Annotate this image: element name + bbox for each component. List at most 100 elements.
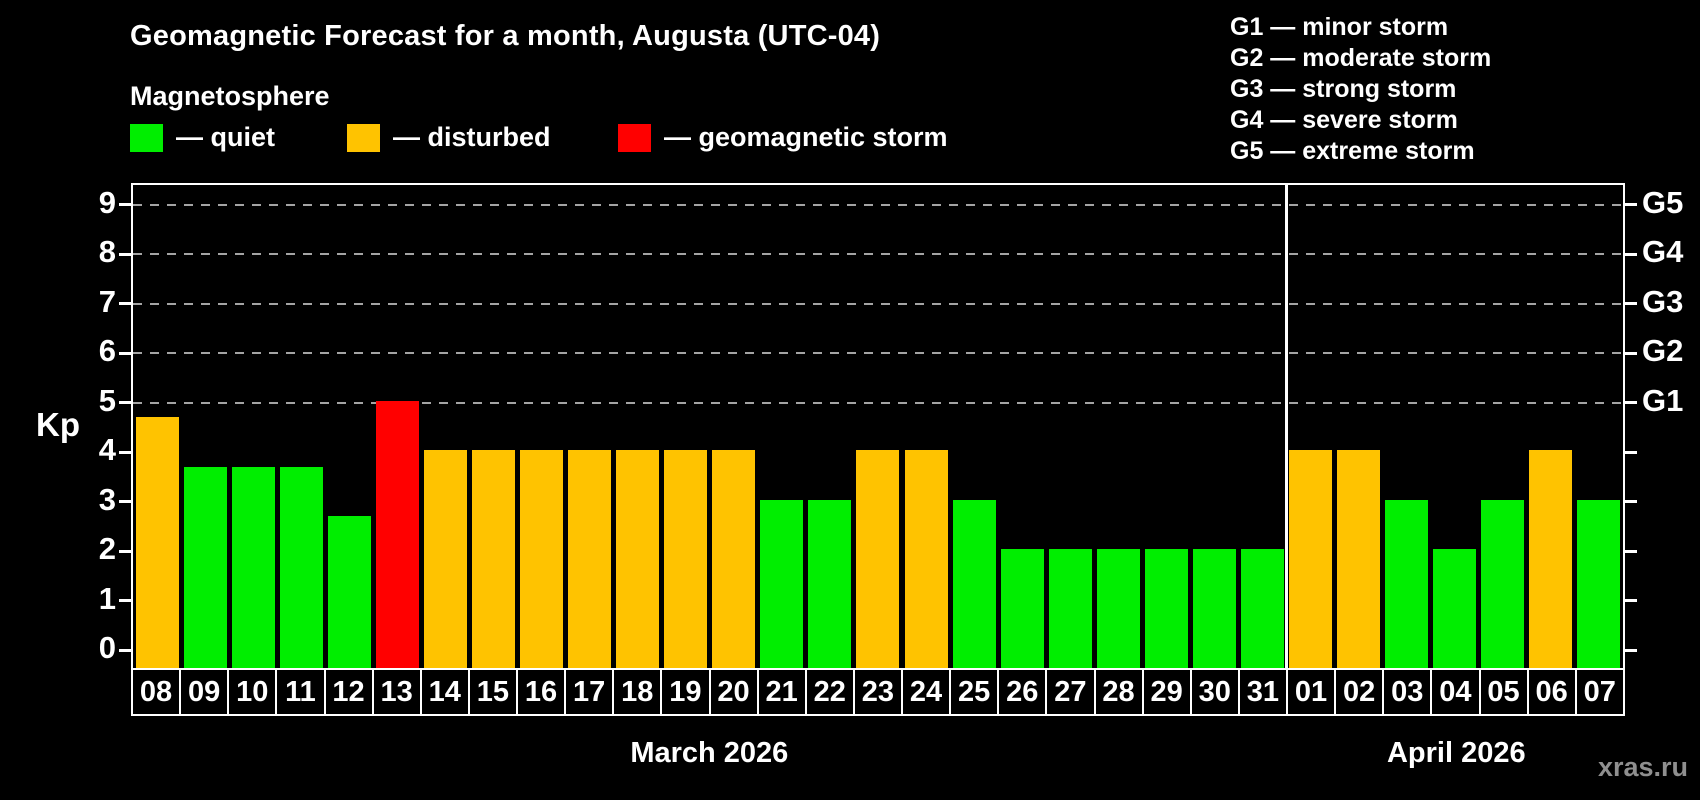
month-label-april: April 2026	[1386, 737, 1526, 769]
bar-slot-21	[758, 185, 806, 668]
kp-bar-20	[712, 450, 756, 668]
kp-bar-10	[231, 466, 275, 668]
bar-slot-13	[373, 185, 421, 668]
kp-bar-12	[327, 516, 371, 668]
kp-bar-31	[1240, 549, 1284, 668]
gridline-kp5	[133, 401, 1623, 404]
day-label-30: 30	[1189, 670, 1238, 714]
day-label-19: 19	[660, 670, 708, 714]
storm-color-swatch	[618, 123, 651, 152]
y-tick-label-9: 9	[98, 184, 116, 220]
y-axis-title: Kp	[36, 406, 80, 443]
kp-bar-14	[423, 450, 467, 668]
legend-item-quiet: — quiet	[130, 122, 275, 153]
right-axis-label-g2: G2	[1642, 333, 1684, 369]
day-label-17: 17	[564, 670, 612, 714]
bar-slot-11	[277, 185, 325, 668]
day-label-28: 28	[1093, 670, 1142, 714]
bar-slot-31	[1238, 185, 1286, 668]
storm-scale-line: G4 — severe storm	[1230, 106, 1458, 134]
bar-slot-03	[1383, 185, 1431, 668]
y-tick-label-7: 7	[98, 283, 116, 319]
day-label-10: 10	[227, 670, 275, 714]
y-tick-label-1: 1	[98, 580, 116, 616]
legend-item-disturbed: — disturbed	[347, 122, 551, 153]
watermark: xras.ru	[1597, 752, 1688, 782]
right-axis-tick-2	[1625, 549, 1637, 553]
day-label-08: 08	[139, 675, 173, 708]
right-axis-tick-1	[1625, 599, 1637, 603]
bar-slot-26	[998, 185, 1046, 668]
kp-bar-11	[279, 466, 323, 668]
bars-container	[133, 185, 1623, 668]
day-label-02: 02	[1334, 670, 1382, 714]
kp-bar-15	[471, 450, 515, 668]
bar-slot-30	[1190, 185, 1238, 668]
chart-subtitle: Magnetosphere	[130, 81, 330, 111]
day-label-14: 14	[419, 670, 468, 714]
right-axis-tick-5	[1625, 401, 1637, 405]
kp-bar-26	[1000, 549, 1044, 668]
y-tick-label-8: 8	[98, 234, 116, 270]
kp-bar-04	[1433, 549, 1477, 668]
day-label-25: 25	[949, 670, 997, 714]
bar-slot-04	[1431, 185, 1479, 668]
right-axis-tick-3	[1625, 500, 1637, 504]
kp-bar-02	[1337, 450, 1381, 668]
plot-area	[119, 183, 1637, 668]
left-axis-tick-8	[119, 252, 131, 256]
gridline-kp7	[133, 302, 1623, 305]
disturbed-color-swatch	[347, 123, 380, 152]
kp-bar-21	[760, 499, 804, 668]
legend-item-label: — geomagnetic storm	[664, 122, 948, 152]
right-axis-tick-6	[1625, 351, 1637, 355]
kp-bar-08	[135, 417, 179, 668]
kp-bar-06	[1529, 450, 1573, 668]
left-axis-tick-2	[119, 549, 131, 553]
y-tick-label-4: 4	[98, 432, 116, 468]
bar-slot-20	[710, 185, 758, 668]
right-axis-label-g4: G4	[1642, 234, 1684, 270]
left-axis-tick-1	[119, 599, 131, 603]
day-label-15: 15	[467, 670, 516, 714]
bar-slot-15	[469, 185, 517, 668]
kp-bar-29	[1144, 549, 1188, 668]
bar-slot-01	[1287, 185, 1335, 668]
left-axis-tick-3	[119, 500, 131, 504]
right-axis-tick-0	[1625, 648, 1637, 652]
right-axis-tick-7	[1625, 302, 1637, 306]
day-label-27: 27	[1045, 670, 1093, 714]
quiet-color-swatch	[130, 123, 163, 152]
month-label-march: March 2026	[630, 737, 789, 769]
bar-slot-10	[229, 185, 277, 668]
kp-bar-16	[520, 450, 564, 668]
day-axis-row: 08 09 10 11 12 13 14 15 16 17 18 19 20 21 22 23 24 25 26 27…	[131, 668, 1625, 716]
day-label-29: 29	[1141, 670, 1190, 714]
kp-bar-18	[616, 450, 660, 668]
day-label-03: 03	[1382, 670, 1430, 714]
kp-bar-22	[808, 499, 852, 668]
kp-bar-28	[1096, 549, 1140, 668]
day-label-22: 22	[804, 670, 853, 714]
storm-scale-line: G3 — strong storm	[1230, 75, 1457, 103]
day-label-31: 31	[1237, 670, 1286, 714]
bar-slot-05	[1479, 185, 1527, 668]
bar-slot-25	[950, 185, 998, 668]
bar-slot-07	[1575, 185, 1623, 668]
day-label-13: 13	[371, 670, 420, 714]
day-label-16: 16	[516, 670, 564, 714]
month-divider	[1285, 185, 1289, 668]
storm-scale-line: G5 — extreme storm	[1230, 137, 1475, 165]
right-axis-label-g3: G3	[1642, 283, 1684, 319]
day-label-24: 24	[901, 670, 949, 714]
right-axis-label-g5: G5	[1642, 184, 1684, 220]
magnetosphere-legend: — quiet — disturbed — geomagnetic storm	[0, 122, 1200, 158]
day-label-23: 23	[852, 670, 901, 714]
left-axis-tick-0	[119, 648, 131, 652]
left-axis-tick-4	[119, 450, 131, 454]
right-axis-label-g1: G1	[1642, 382, 1684, 418]
bar-slot-14	[421, 185, 469, 668]
bar-slot-08	[133, 185, 181, 668]
y-tick-label-3: 3	[98, 481, 116, 517]
